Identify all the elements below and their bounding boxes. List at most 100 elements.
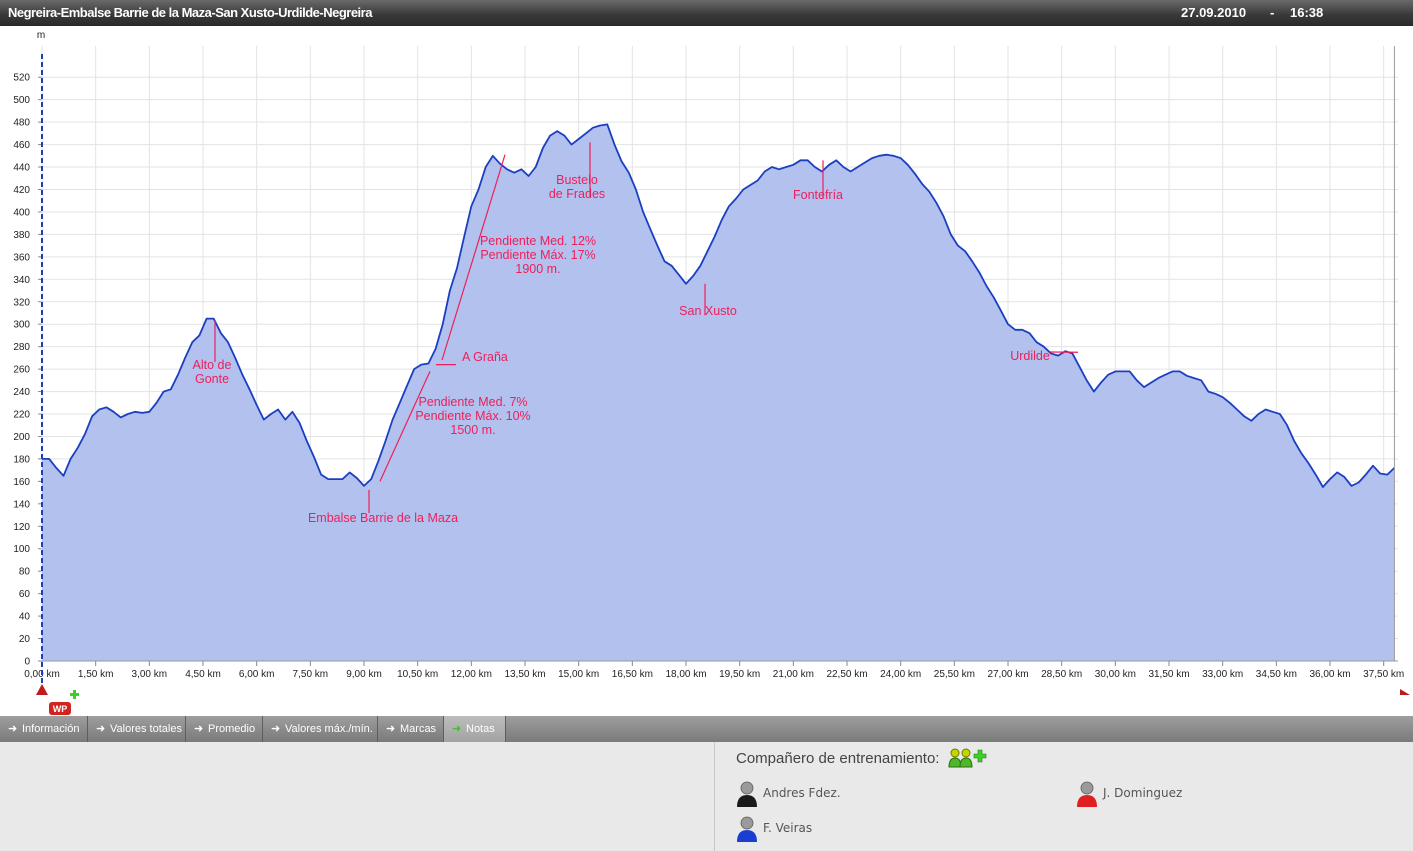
arrow-icon: ➜ — [96, 723, 106, 735]
avatar-body — [737, 830, 757, 842]
y-tick-label: 40 — [19, 612, 31, 623]
avatar-body — [1077, 795, 1097, 807]
arrow-icon: ➜ — [194, 723, 204, 735]
annotation-label-line: Fontefría — [793, 188, 843, 202]
annotation-label: Embalse Barrie de la Maza — [308, 511, 458, 525]
y-tick-label: 0 — [24, 657, 30, 668]
partner-item[interactable]: F. Veiras — [736, 815, 896, 843]
y-tick-label: 520 — [13, 73, 30, 84]
track-date: 27.09.2010 — [1181, 5, 1247, 20]
track-time: 16:38 — [1290, 5, 1324, 20]
annotation-label-line: Pendiente Med. 7% — [418, 395, 527, 409]
tab-marcas[interactable]: ➜ Marcas — [378, 716, 444, 742]
y-tick-label: 400 — [13, 207, 30, 218]
x-tick-label: 27,00 km — [987, 669, 1028, 680]
x-tick-label: 10,50 km — [397, 669, 438, 680]
annotation-label-line: 1500 m. — [450, 423, 495, 437]
annotation-label: Fontefría — [793, 188, 843, 202]
x-tick-label: 22,50 km — [826, 669, 867, 680]
notes-panel: Compañero de entrenamiento: Andres Fdez.… — [0, 742, 1413, 851]
partner-item[interactable]: Andres Fdez. — [736, 780, 896, 808]
date-time-separator: - — [1270, 5, 1275, 20]
y-tick-label: 140 — [13, 499, 30, 510]
partner-name: Andres Fdez. — [763, 786, 841, 800]
annotation-leader-line — [441, 154, 506, 361]
arrow-icon: ➜ — [386, 723, 396, 735]
avatar-body — [737, 795, 757, 807]
annotation-label-line: Alto de — [193, 358, 232, 372]
x-tick-label: 33,00 km — [1202, 669, 1243, 680]
x-tick-label: 7,50 km — [293, 669, 329, 680]
y-tick-label: 160 — [13, 477, 30, 488]
y-tick-label: 440 — [13, 163, 30, 174]
annotation-label-line: 1900 m. — [515, 262, 560, 276]
annotation-label-line: A Graña — [462, 350, 508, 364]
x-tick-label: 6,00 km — [239, 669, 275, 680]
y-tick-label: 420 — [13, 185, 30, 196]
annotation-label-line: Pendiente Máx. 10% — [415, 409, 530, 423]
x-tick-label: 24,00 km — [880, 669, 921, 680]
y-tick-label: 340 — [13, 275, 30, 286]
elevation-line — [42, 123, 1396, 488]
x-tick-label: 34,50 km — [1256, 669, 1297, 680]
user-avatar-icon — [737, 781, 757, 807]
partner-name: J. Dominguez — [1103, 786, 1183, 800]
tab-promedio[interactable]: ➜ Promedio — [186, 716, 263, 742]
user-avatar-icon — [1077, 781, 1097, 807]
tab-notas[interactable]: ➜ Notas — [444, 716, 506, 742]
y-tick-label: 100 — [13, 544, 30, 555]
y-tick-label: 360 — [13, 252, 30, 263]
arrow-icon: ➜ — [8, 723, 18, 735]
arrow-icon: ➜ — [271, 723, 281, 735]
annotation-label-line: Embalse Barrie de la Maza — [308, 511, 458, 525]
annotation-label-line: Pendiente Med. 12% — [480, 234, 596, 248]
x-tick-label: 30,00 km — [1095, 669, 1136, 680]
add-partner-icon[interactable] — [947, 747, 989, 769]
x-tick-label: 21,00 km — [773, 669, 814, 680]
annotation-leader-line — [379, 371, 431, 482]
user-avatar-icon — [737, 816, 757, 842]
annotation-label: Alto de Gonte — [193, 358, 232, 386]
tab-valores-totales[interactable]: ➜ Valores totales — [88, 716, 186, 742]
tab-valores-max-min[interactable]: ➜ Valores máx./mín. — [263, 716, 378, 742]
x-tick-label: 3,00 km — [132, 669, 168, 680]
tab-informacion[interactable]: ➜ Información — [0, 716, 88, 742]
add-waypoint-icon — [70, 690, 79, 699]
annotation-label-line: Gonte — [195, 372, 229, 386]
annotation-label-line: Pendiente Máx. 17% — [480, 248, 595, 262]
y-tick-label: 480 — [13, 118, 30, 129]
x-tick-label: 4,50 km — [185, 669, 221, 680]
x-tick-label: 18,00 km — [665, 669, 706, 680]
y-tick-label: 240 — [13, 387, 30, 398]
annotation-label-line: de Frades — [549, 187, 605, 201]
y-tick-label: 500 — [13, 95, 30, 106]
y-tick-label: 60 — [19, 589, 31, 600]
x-tick-label: 19,50 km — [719, 669, 760, 680]
annotation-label: Urdilde — [1010, 349, 1050, 363]
y-tick-label: 280 — [13, 342, 30, 353]
annotation-label: Pendiente Med. 7% Pendiente Máx. 10% 1500 … — [415, 395, 530, 437]
partners-title: Compañero de entrenamiento: — [736, 750, 940, 767]
x-tick-label: 12,00 km — [451, 669, 492, 680]
x-tick-label: 37,50 km — [1363, 669, 1404, 680]
waypoint-badge-icon[interactable]: WP — [49, 702, 71, 715]
y-tick-label: 260 — [13, 365, 30, 376]
y-tick-label: 320 — [13, 297, 30, 308]
annotation-label: Pendiente Med. 12% Pendiente Máx. 17% 1900… — [480, 234, 596, 276]
partner-name: F. Veiras — [763, 821, 813, 835]
end-flag-icon — [1400, 689, 1410, 695]
x-tick-label: 9,00 km — [346, 669, 382, 680]
y-tick-label: 460 — [13, 140, 30, 151]
annotation-label: Bustelo de Frades — [549, 173, 605, 201]
elevation-area — [42, 124, 1395, 661]
x-tick-label: 31,50 km — [1148, 669, 1189, 680]
y-tick-label: 200 — [13, 432, 30, 443]
elevation-chart[interactable]: 0 20 40 60 80 100 120 140 160 180 200 220 240 260 280 3… — [0, 26, 1413, 716]
partner-item[interactable]: J. Dominguez — [1076, 780, 1236, 808]
wp-badge-bg — [49, 702, 71, 715]
x-tick-label: 15,00 km — [558, 669, 599, 680]
x-tick-label: 1,50 km — [78, 669, 114, 680]
annotation-label-line: San Xusto — [679, 304, 737, 318]
x-tick-label: 25,50 km — [934, 669, 975, 680]
bottom-tabs: ➜ Información ➜ Valores totales ➜ Promedio … — [0, 716, 1413, 742]
